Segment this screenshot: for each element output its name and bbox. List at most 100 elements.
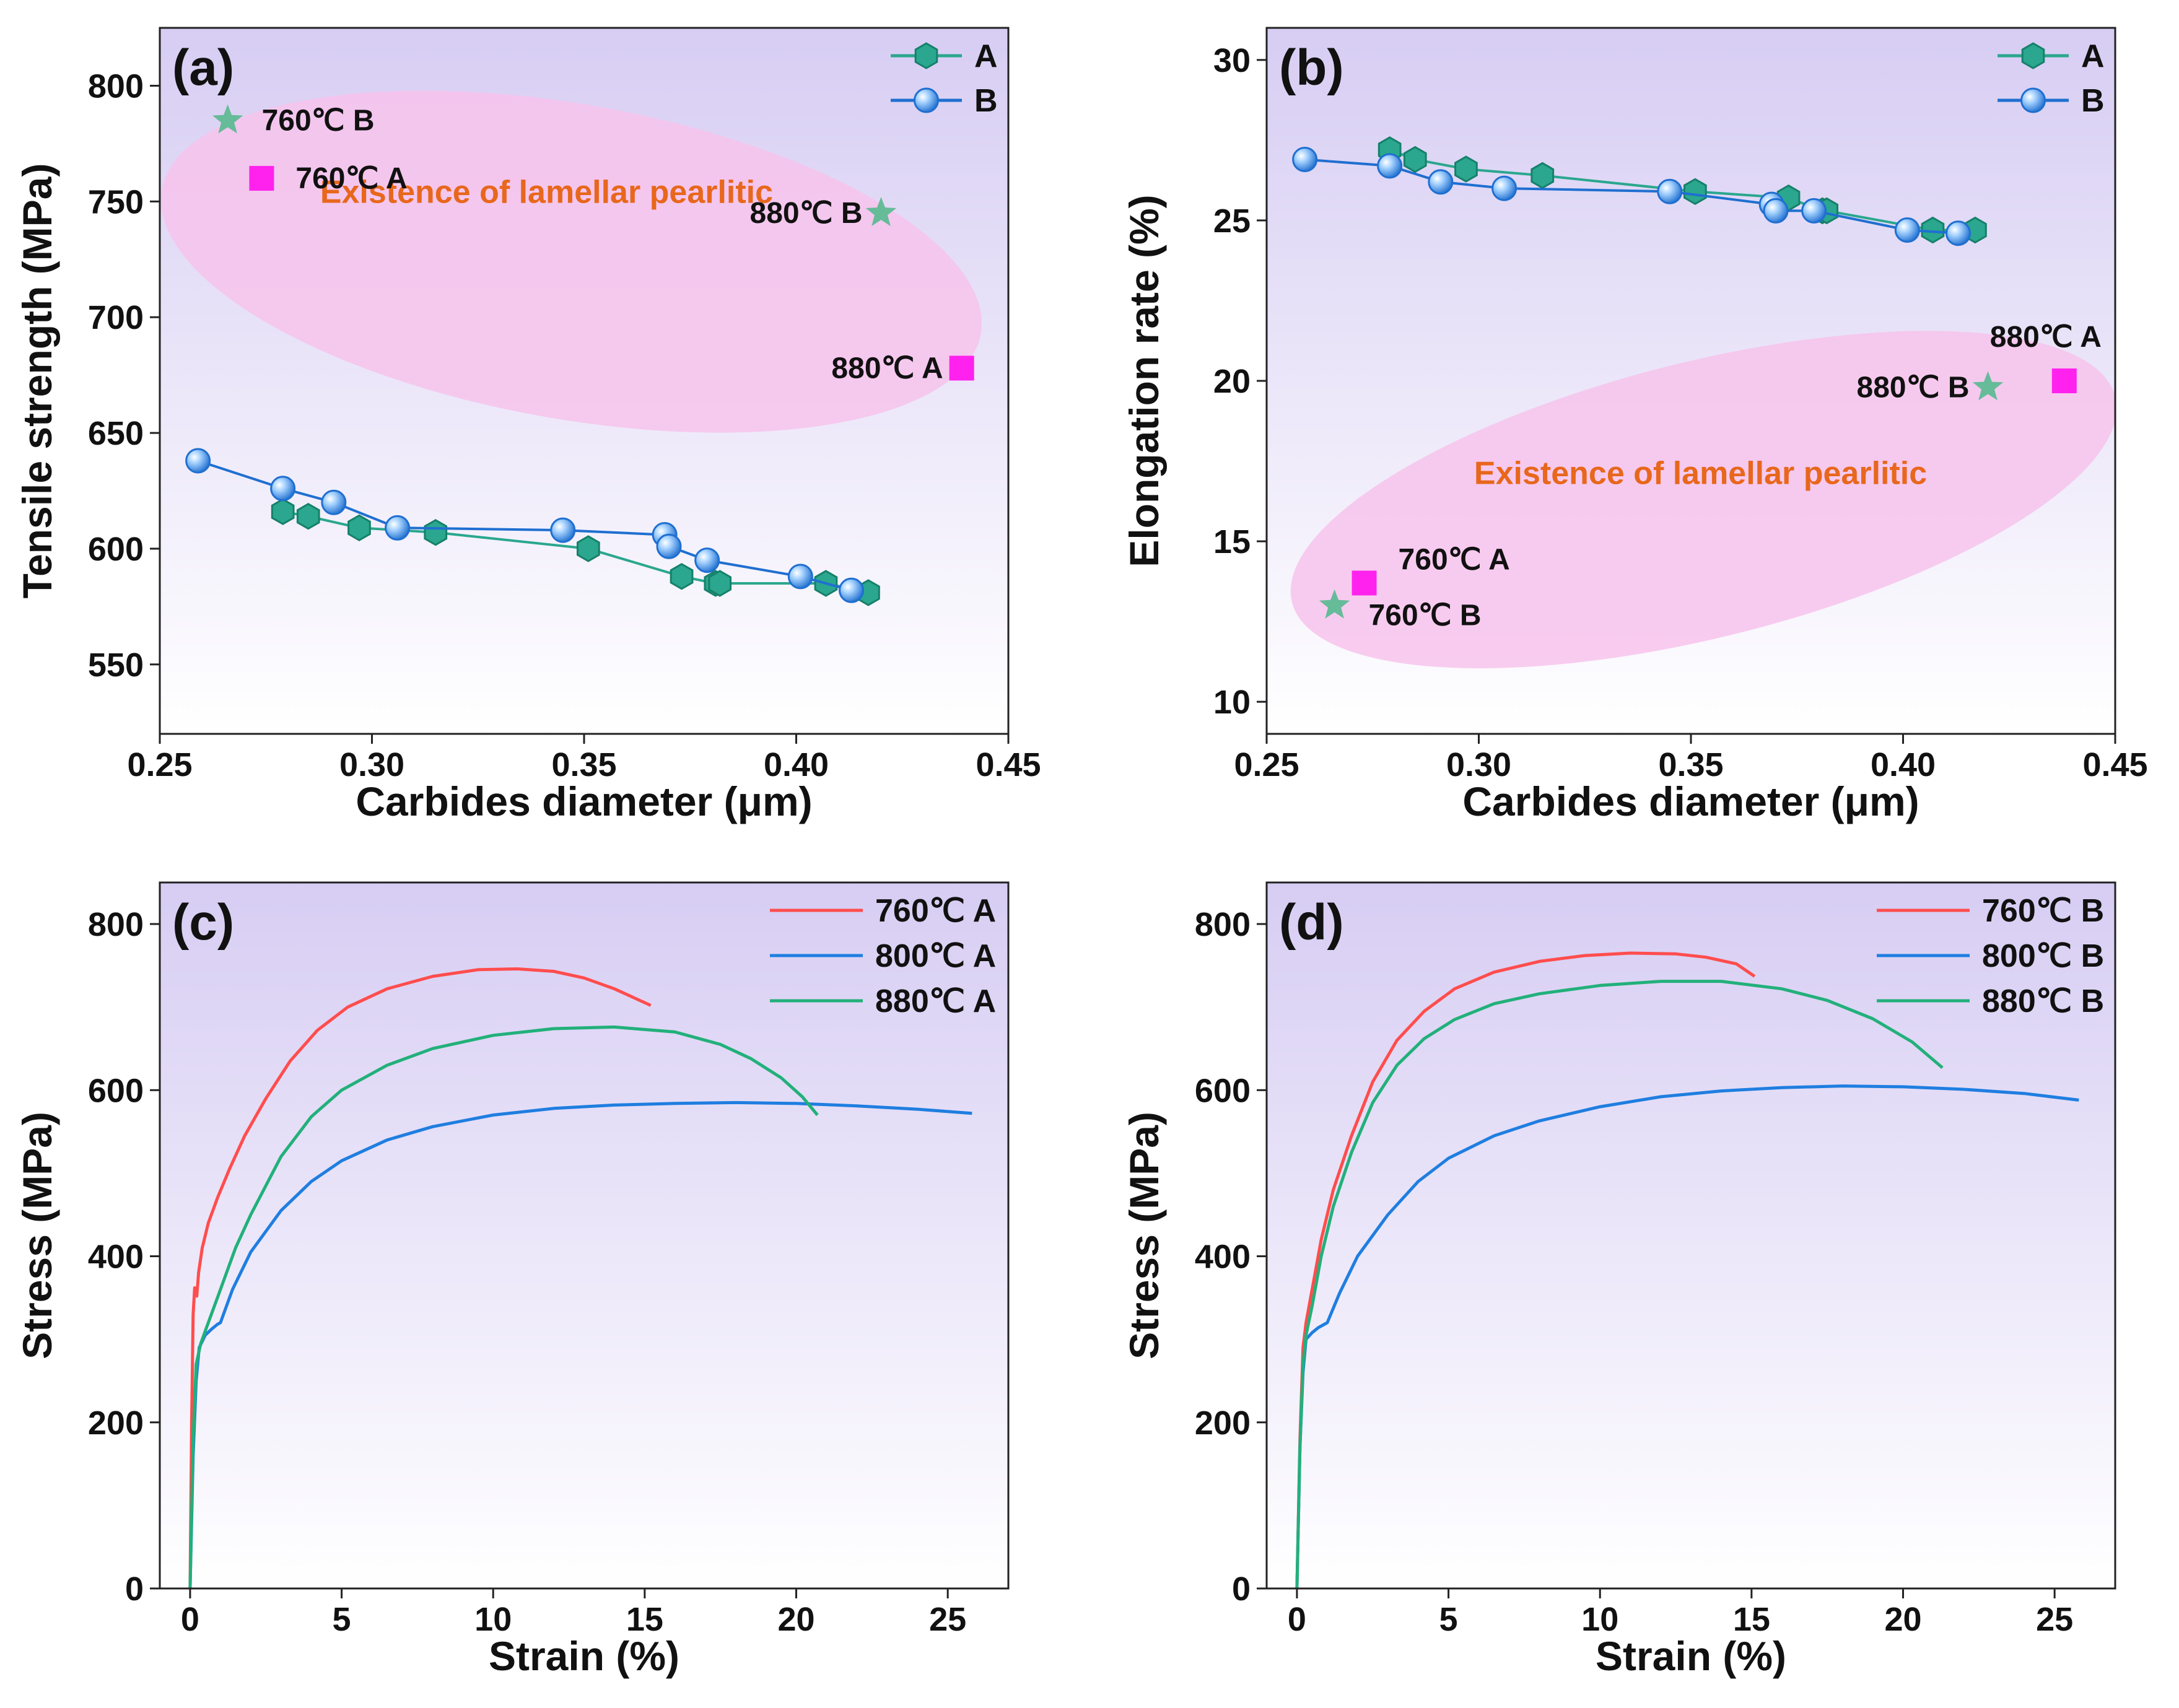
series-line-880℃-B <box>1295 980 1944 1588</box>
panel-a: Existence of lamellar pearlitic 760℃ B 760… <box>14 27 1041 824</box>
legend-label: 760℃ A <box>875 893 996 929</box>
annotated-point <box>949 355 974 381</box>
data-point-B <box>270 476 296 502</box>
panel-label: (a) <box>172 40 234 96</box>
legend: 760℃ B 800℃ B 880℃ B <box>1877 893 2104 1019</box>
data-point-A <box>670 563 694 590</box>
data-point-A <box>1403 146 1427 173</box>
legend: AB <box>891 38 998 119</box>
x-tick-label: 15 <box>1733 1601 1770 1638</box>
y-tick-label: 20 <box>1213 363 1251 400</box>
y-axis-title: Stress (MPa) <box>1121 1112 1167 1359</box>
data-point-B <box>1377 153 1403 179</box>
y-tick-label: 200 <box>1195 1405 1251 1442</box>
x-tick-label: 0.35 <box>1658 746 1723 783</box>
legend-marker <box>2020 87 2046 113</box>
region-label: Existence of lamellar pearlitic <box>320 175 773 211</box>
x-axis-title: Strain (%) <box>489 1633 679 1679</box>
x-tick-label: 25 <box>2036 1601 2073 1638</box>
plot-background <box>160 882 1008 1588</box>
legend-label: 880℃ B <box>1982 983 2104 1019</box>
data-point-B <box>185 448 211 474</box>
series-line-760℃-B <box>1295 951 1756 1588</box>
panel-b: Existence of lamellar pearlitic 880℃ A 880… <box>1121 27 2148 824</box>
y-tick-label: 800 <box>88 68 144 105</box>
legend-label: B <box>2081 83 2105 119</box>
legend-marker <box>914 87 939 113</box>
data-point-B <box>839 577 865 603</box>
data-point-B <box>1945 220 1972 246</box>
data-point-B <box>787 564 813 590</box>
panel-label: (d) <box>1279 894 1344 951</box>
y-tick-label: 400 <box>1195 1239 1251 1276</box>
y-tick-label: 400 <box>88 1239 144 1276</box>
x-tick-label: 0.45 <box>976 746 1041 783</box>
legend: 760℃ A 800℃ A 880℃ A <box>770 893 996 1019</box>
data-point-B <box>550 517 576 543</box>
point-label: 760℃ A <box>295 162 407 195</box>
data-point-B <box>1428 169 1454 195</box>
y-axis-title: Tensile strength (MPa) <box>14 163 60 599</box>
series-line-880℃-A <box>188 1025 819 1588</box>
plot-content: Existence of lamellar pearlitic <box>160 90 982 606</box>
point-label: 880℃ A <box>1990 321 2102 354</box>
x-axis-title: Carbides diameter (μm) <box>356 778 812 824</box>
y-tick-label: 25 <box>1213 203 1251 240</box>
point-label: 760℃ B <box>1369 599 1482 632</box>
x-tick-label: 0.30 <box>1446 746 1511 783</box>
data-point-A <box>708 570 731 597</box>
x-tick-label: 10 <box>1581 1601 1618 1638</box>
y-tick-label: 750 <box>88 183 144 220</box>
y-tick-label: 600 <box>88 1072 144 1109</box>
y-tick-label: 30 <box>1213 42 1251 79</box>
region-label: Existence of lamellar pearlitic <box>1474 456 1927 492</box>
annotated-point <box>1352 570 1377 596</box>
data-point-B <box>1801 198 1827 224</box>
x-tick-label: 0.25 <box>127 746 192 783</box>
axes-frame <box>1265 881 2116 1590</box>
plot-content <box>188 967 972 1588</box>
x-tick-label: 0.35 <box>551 746 616 783</box>
y-tick-label: 600 <box>1195 1072 1251 1109</box>
legend: AB <box>1998 38 2105 119</box>
x-tick-label: 20 <box>777 1601 814 1638</box>
annotated-point <box>865 197 897 227</box>
data-point-A <box>296 502 320 530</box>
legend-label: A <box>2081 38 2105 74</box>
legend-label: A <box>974 38 998 74</box>
annotated-point <box>212 104 243 134</box>
data-point-B <box>694 547 720 573</box>
y-tick-label: 10 <box>1213 684 1251 721</box>
annotated-point <box>249 165 274 191</box>
data-point-A <box>1921 216 1945 244</box>
panel-label: (b) <box>1279 40 1344 96</box>
legend-marker <box>2021 42 2045 69</box>
data-point-A <box>1454 155 1478 183</box>
panel-d: 0 5 10 15 20 25 0 200 400 600 800 Strain (%) Stress … <box>1121 881 2116 1679</box>
x-tick-label: 25 <box>929 1601 966 1638</box>
x-tick-label: 0.40 <box>764 746 829 783</box>
data-point-A <box>1683 178 1707 206</box>
point-label: 880℃ B <box>750 197 863 230</box>
panel-label: (c) <box>172 894 234 951</box>
y-tick-label: 800 <box>1195 906 1251 943</box>
x-tick-label: 20 <box>1884 1601 1921 1638</box>
y-axis-title: Stress (MPa) <box>14 1112 60 1359</box>
data-point-A <box>577 535 600 562</box>
y-tick-label: 200 <box>88 1405 144 1442</box>
legend-marker <box>914 42 938 69</box>
data-point-A <box>347 514 371 542</box>
data-point-B <box>656 533 682 559</box>
data-point-B <box>321 489 347 515</box>
plot-background <box>1267 882 2115 1588</box>
series-line-A <box>1389 149 1975 232</box>
series-line-760℃-A <box>188 967 652 1588</box>
plot-content <box>1295 951 2079 1588</box>
y-tick-label: 650 <box>88 415 144 452</box>
data-point-B <box>1763 198 1789 224</box>
annotated-point <box>1319 589 1350 619</box>
annotated-point <box>1972 371 2004 401</box>
x-tick-label: 5 <box>1439 1601 1458 1638</box>
x-axis-title: Carbides diameter (μm) <box>1462 778 1919 824</box>
